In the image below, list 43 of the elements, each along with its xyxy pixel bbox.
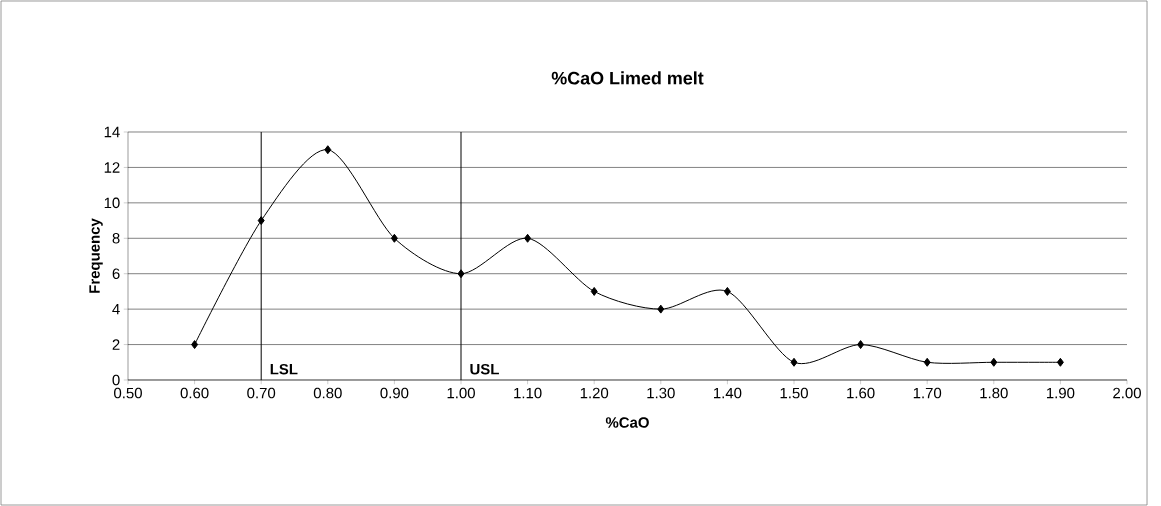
- point: [990, 357, 998, 367]
- x-tick-label: 0.80: [313, 387, 342, 399]
- x-tick-label: 1.60: [847, 387, 875, 399]
- x-tick-label: 0.70: [247, 387, 276, 399]
- point: [457, 269, 465, 279]
- y-tick-label: 2: [112, 339, 120, 350]
- x-tick-label: 1.10: [514, 387, 542, 399]
- x-tick-label: 1.80: [980, 387, 1008, 399]
- y-tick-label: 0: [112, 374, 120, 386]
- ref-line-label: USL: [470, 363, 499, 375]
- x-tick-label: 0.60: [180, 387, 209, 399]
- y-tick-label: 10: [104, 197, 120, 209]
- x-tick-label: 1.00: [447, 387, 475, 399]
- point: [657, 304, 665, 314]
- point: [191, 340, 199, 350]
- x-tick-label: 1.40: [714, 387, 742, 399]
- y-tick-label: 14: [104, 126, 120, 138]
- point: [923, 357, 931, 367]
- x-tick-label: 1.70: [913, 387, 942, 399]
- y-tick-label: 4: [112, 304, 120, 315]
- x-tick-label: 1.30: [647, 387, 675, 399]
- x-tick-label: 2.00: [1113, 387, 1141, 399]
- point: [857, 340, 865, 350]
- point: [257, 216, 265, 226]
- x-tick-label: 0.90: [380, 387, 409, 399]
- y-tick-label: 12: [104, 162, 120, 173]
- x-tick-label: 1.90: [1047, 387, 1075, 399]
- x-tick-label: 1.20: [580, 387, 609, 399]
- point: [590, 286, 598, 296]
- point: [1056, 357, 1064, 367]
- x-axis-title: %CaO: [605, 417, 649, 428]
- point: [790, 357, 798, 367]
- x-tick-label: 0.50: [114, 387, 142, 399]
- y-tick-label: 8: [112, 232, 120, 244]
- point: [324, 145, 332, 155]
- point: [723, 286, 731, 296]
- ref-line-label: LSL: [270, 363, 298, 375]
- chart-title: %CaO Limed melt: [551, 71, 704, 85]
- point: [524, 233, 532, 243]
- point: [390, 233, 398, 243]
- x-tick-label: 1.50: [780, 387, 808, 399]
- y-axis-title: Frequency: [89, 218, 103, 293]
- y-tick-label: 6: [112, 268, 120, 279]
